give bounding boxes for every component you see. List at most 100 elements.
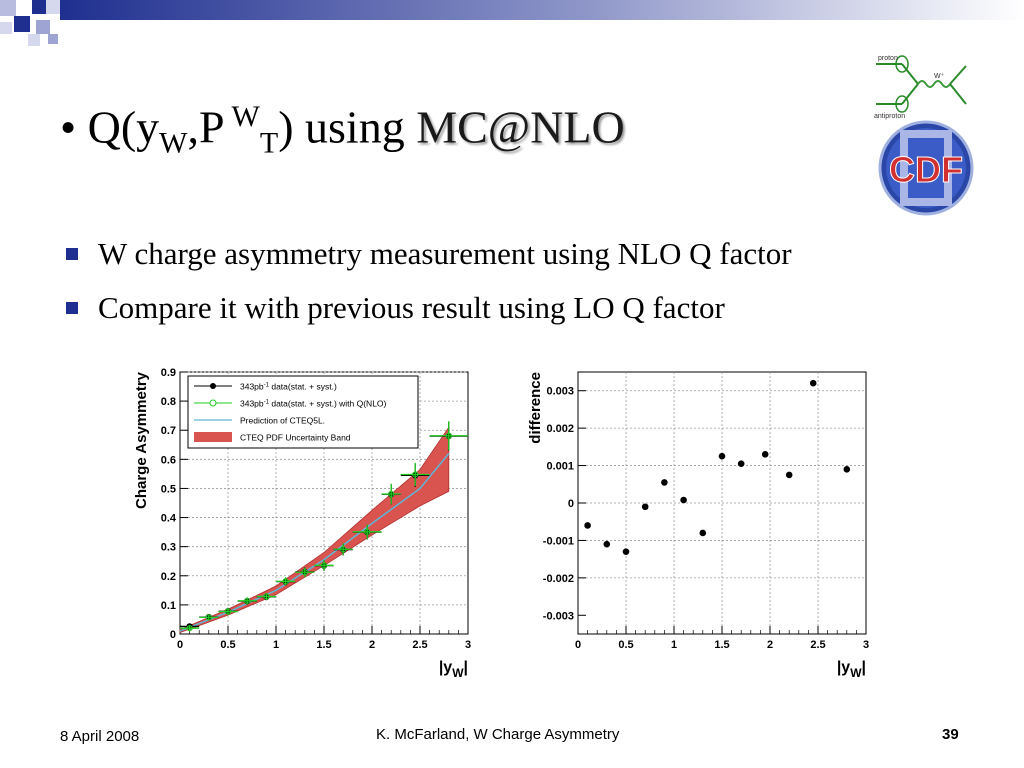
data-point <box>429 421 468 451</box>
y-tick-label: -0.001 <box>543 535 574 547</box>
legend-marker <box>210 383 216 389</box>
y-axis-label: difference <box>527 372 544 444</box>
y-tick-label: 0.1 <box>161 600 176 612</box>
nlo-data-marker <box>224 608 232 615</box>
y-tick-label: 0.3 <box>161 542 176 554</box>
nlo-data-marker <box>263 593 270 600</box>
x-tick-label: 0.5 <box>220 639 235 651</box>
x-tick-label: 3 <box>465 639 471 651</box>
diagram-label-w: W⁺ <box>934 73 945 80</box>
y-tick-label: 0.001 <box>546 461 574 473</box>
legend-band-swatch <box>194 432 232 442</box>
logo-numeral-shape <box>900 130 952 206</box>
y-tick-label: 0 <box>170 629 176 641</box>
nlo-data-marker <box>282 578 289 585</box>
nlo-data-marker <box>340 546 347 553</box>
y-tick-label: 0.5 <box>161 483 176 495</box>
data-point <box>314 560 334 571</box>
y-tick-label: 0.002 <box>546 423 574 435</box>
x-tick-label: 0.5 <box>618 639 633 651</box>
data-point <box>333 543 353 556</box>
x-tick-label: 1 <box>671 639 677 651</box>
y-tick-label: 0.4 <box>161 513 177 525</box>
data-point <box>352 524 382 540</box>
legend-label-post: data(stat. + syst.) with Q(NLO) <box>269 399 387 409</box>
legend-label-pre: Prediction of CTEQ5L. <box>240 416 325 426</box>
x-tick-label: 1.5 <box>316 639 331 651</box>
difference-marker <box>843 466 851 473</box>
y-axis-label: Charge Asymmetry <box>133 371 150 509</box>
difference-marker <box>761 451 769 458</box>
data-point <box>218 608 238 616</box>
y-tick-label: 0.9 <box>161 367 176 379</box>
logo-text: CDF <box>889 149 963 190</box>
legend-label-pre: 343pb <box>240 399 264 409</box>
x-tick-label: 3 <box>863 639 869 651</box>
x-tick-label: 2 <box>767 639 773 651</box>
footer-date: 8 April 2008 <box>60 728 140 745</box>
legend-label: CTEQ PDF Uncertainty Band <box>240 433 351 443</box>
y-tick-label: -0.003 <box>543 610 574 622</box>
legend-label: 343pb-1 data(stat. + syst.) with Q(NLO) <box>240 399 387 409</box>
bullet-list: W charge asymmetry measurement using NLO… <box>62 232 792 340</box>
difference-marker <box>603 540 611 548</box>
nlo-data-marker <box>244 597 251 604</box>
x-axis-label-close: | <box>464 659 468 676</box>
difference-marker <box>699 529 707 537</box>
x-axis-label-sub: W <box>850 666 862 680</box>
y-tick-label: 0 <box>568 498 574 510</box>
legend-label-pre: 343pb <box>240 382 264 392</box>
y-tick-label: 0.003 <box>546 386 574 398</box>
x-axis-label: |yW| <box>439 659 468 680</box>
diagram-label-proton: proton <box>878 55 898 62</box>
legend-label-sup: -1 <box>264 400 270 406</box>
data-point <box>199 614 219 621</box>
bullet-item: W charge asymmetry measurement using NLO… <box>62 232 792 286</box>
nlo-data-marker <box>364 528 371 535</box>
difference-marker <box>641 503 649 511</box>
data-point <box>295 567 315 577</box>
difference-marker <box>661 479 668 486</box>
x-axis-label-main: |y <box>439 659 452 676</box>
pdf-uncertainty-band <box>179 426 450 634</box>
x-tick-label: 2 <box>369 639 375 651</box>
y-tick-label: 0.2 <box>161 571 176 583</box>
difference-marker <box>718 452 726 460</box>
legend-label: 343pb-1 data(stat. + syst.) <box>240 382 337 392</box>
bullet-square-icon <box>66 302 78 314</box>
slide-title: • Q(yW,P WT) using MC@NLO <box>60 100 625 160</box>
header-bar <box>0 0 1024 48</box>
data-point <box>237 597 257 605</box>
x-axis-label-close: | <box>862 659 866 676</box>
x-tick-label: 1.5 <box>714 639 729 651</box>
difference-marker <box>809 379 817 387</box>
data-point <box>381 483 401 505</box>
bullet-square-icon <box>66 248 78 260</box>
chart-legend: 343pb-1 data(stat. + syst.)343pb-1 data(… <box>187 375 419 449</box>
legend-label-post: data(stat. + syst.) <box>269 382 337 392</box>
nlo-data-marker <box>186 625 193 632</box>
nlo-data-marker <box>388 490 395 498</box>
cdf-logo: proton antiproton W⁺ CDF <box>866 50 986 220</box>
charge-asymmetry-chart: 0 0.5 1 1.5 2 2.5 3 0 0.1 0.2 0.3 0.4 0.5 0.6 0.7 0.8 0.… <box>133 367 471 680</box>
x-axis-label-sub: W <box>452 666 464 680</box>
data-point <box>256 592 276 600</box>
x-axis-label: |yW| <box>837 659 866 680</box>
difference-marker <box>737 460 745 467</box>
x-tick-label: 2.5 <box>412 639 427 651</box>
nlo-data-marker <box>301 569 308 576</box>
nlo-data-marker <box>205 614 212 621</box>
y-tick-label: 0.8 <box>161 396 176 408</box>
y-tick-label: -0.002 <box>543 573 574 585</box>
x-tick-label: 2.5 <box>810 639 825 651</box>
legend-marker <box>209 399 217 407</box>
header-gradient <box>0 0 1024 46</box>
legend-label-sup: -1 <box>264 383 270 389</box>
nlo-data-marker <box>320 562 328 569</box>
legend-label-pre: CTEQ PDF Uncertainty Band <box>240 433 351 443</box>
y-tick-label: 0.7 <box>161 425 176 437</box>
title-emphasis: MC@NLO <box>416 101 625 153</box>
bullet-item: Compare it with previous result using LO… <box>62 286 792 340</box>
x-axis-label-main: |y <box>837 659 850 676</box>
difference-marker <box>584 522 591 529</box>
